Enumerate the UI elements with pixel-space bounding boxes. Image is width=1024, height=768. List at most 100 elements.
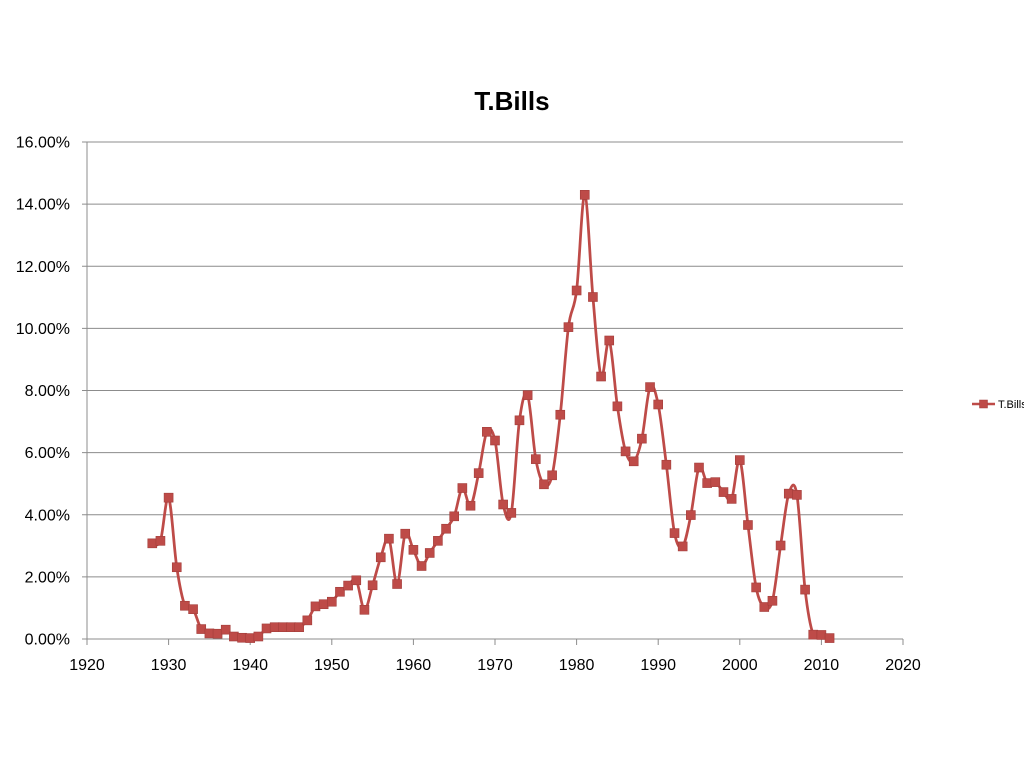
data-point-1972 bbox=[506, 508, 517, 518]
data-point-2002 bbox=[751, 582, 761, 593]
data-point-1985 bbox=[612, 401, 623, 412]
y-tick-labels: 0.00% 2.00% 4.00% 6.00% 8.00% 10.00% 12.00% 14.… bbox=[16, 135, 70, 649]
x-tick-label: 1920 bbox=[69, 657, 105, 674]
data-point-1944 bbox=[278, 622, 288, 633]
data-point-1978 bbox=[555, 409, 566, 420]
data-point-1998 bbox=[718, 487, 729, 497]
data-point-1987 bbox=[628, 456, 639, 467]
data-point-1946 bbox=[294, 622, 304, 633]
axes bbox=[82, 141, 904, 645]
x-tick-label: 2000 bbox=[722, 657, 758, 674]
data-point-1973 bbox=[514, 415, 525, 426]
data-point-1982 bbox=[588, 292, 598, 302]
data-point-1957 bbox=[384, 533, 394, 544]
data-point-1971 bbox=[498, 499, 508, 510]
y-tick-label: 2.00% bbox=[25, 569, 70, 586]
data-point-1949 bbox=[318, 599, 329, 610]
data-point-1993 bbox=[677, 541, 688, 552]
data-point-1953 bbox=[351, 575, 362, 586]
data-point-1977 bbox=[547, 470, 557, 481]
data-point-1952 bbox=[343, 580, 353, 591]
data-point-1959 bbox=[400, 528, 411, 539]
chart-title: T.Bills bbox=[474, 86, 549, 116]
legend: T.Bills bbox=[972, 399, 1024, 411]
data-point-1947 bbox=[302, 615, 313, 626]
data-point-1996 bbox=[702, 478, 712, 488]
data-point-1933 bbox=[188, 604, 198, 614]
gridlines bbox=[87, 141, 903, 578]
data-point-1936 bbox=[212, 628, 223, 639]
x-tick-label: 2020 bbox=[885, 657, 921, 674]
y-tick-label: 6.00% bbox=[25, 445, 70, 462]
data-point-1941 bbox=[253, 631, 264, 642]
data-point-1980 bbox=[571, 285, 582, 296]
data-point-1994 bbox=[686, 510, 696, 520]
data-point-1990 bbox=[653, 399, 664, 410]
series-t-bills bbox=[147, 190, 835, 643]
data-point-1934 bbox=[196, 624, 207, 634]
data-point-1969 bbox=[482, 427, 492, 437]
data-point-1956 bbox=[375, 552, 386, 563]
data-point-1940 bbox=[245, 633, 255, 643]
data-point-1974 bbox=[522, 390, 533, 400]
y-tick-label: 12.00% bbox=[16, 259, 70, 276]
data-point-1932 bbox=[180, 600, 190, 611]
x-tick-label: 1940 bbox=[232, 657, 268, 674]
data-point-1938 bbox=[229, 631, 239, 642]
data-point-2009 bbox=[808, 629, 819, 640]
data-point-1968 bbox=[473, 468, 484, 478]
data-point-1935 bbox=[204, 628, 215, 639]
x-tick-label: 1970 bbox=[477, 657, 513, 674]
legend-marker bbox=[979, 399, 988, 409]
data-point-1995 bbox=[694, 462, 704, 473]
x-tick-label: 1990 bbox=[640, 657, 676, 674]
data-point-1963 bbox=[433, 536, 443, 546]
data-point-1986 bbox=[620, 446, 631, 457]
data-point-1964 bbox=[441, 523, 451, 534]
data-point-2011 bbox=[824, 633, 835, 643]
data-point-1999 bbox=[726, 494, 737, 504]
data-point-1929 bbox=[155, 536, 166, 546]
data-point-1951 bbox=[335, 586, 345, 597]
data-point-1967 bbox=[465, 500, 476, 511]
data-point-2007 bbox=[792, 490, 802, 500]
data-point-2010 bbox=[816, 630, 827, 640]
x-tick-labels: 1920 1930 1940 1950 1960 1970 1980 1990 2000 2010… bbox=[69, 657, 921, 674]
x-tick-label: 1960 bbox=[396, 657, 432, 674]
data-point-2005 bbox=[775, 540, 786, 551]
data-point-1948 bbox=[310, 601, 321, 612]
legend-label: T.Bills bbox=[998, 399, 1024, 411]
data-point-1945 bbox=[286, 622, 296, 633]
data-point-1997 bbox=[710, 477, 721, 487]
data-point-1954 bbox=[359, 604, 370, 615]
x-tick-label: 1930 bbox=[151, 657, 187, 674]
data-point-1943 bbox=[269, 622, 280, 633]
data-point-1958 bbox=[392, 579, 402, 589]
data-point-1928 bbox=[147, 538, 158, 549]
data-point-1979 bbox=[563, 322, 574, 332]
data-point-1989 bbox=[645, 382, 655, 392]
y-tick-label: 16.00% bbox=[16, 135, 70, 152]
data-point-2000 bbox=[734, 455, 745, 465]
data-point-1950 bbox=[326, 596, 337, 607]
data-point-2006 bbox=[783, 488, 794, 499]
data-point-1970 bbox=[490, 435, 500, 446]
data-point-1965 bbox=[449, 511, 460, 522]
data-point-1981 bbox=[579, 190, 590, 200]
data-point-1962 bbox=[424, 548, 435, 558]
data-point-2004 bbox=[767, 595, 778, 606]
data-point-1992 bbox=[669, 528, 680, 538]
data-point-1955 bbox=[367, 580, 378, 591]
data-point-1937 bbox=[220, 624, 231, 635]
data-point-1931 bbox=[171, 562, 182, 573]
data-point-1988 bbox=[637, 433, 647, 444]
data-point-1939 bbox=[237, 632, 247, 643]
data-point-1984 bbox=[604, 335, 615, 346]
y-tick-label: 8.00% bbox=[25, 383, 70, 400]
y-tick-label: 14.00% bbox=[16, 197, 70, 214]
data-point-1991 bbox=[661, 459, 672, 470]
data-point-2008 bbox=[800, 584, 810, 595]
x-tick-label: 1950 bbox=[314, 657, 350, 674]
data-point-1983 bbox=[596, 371, 606, 382]
